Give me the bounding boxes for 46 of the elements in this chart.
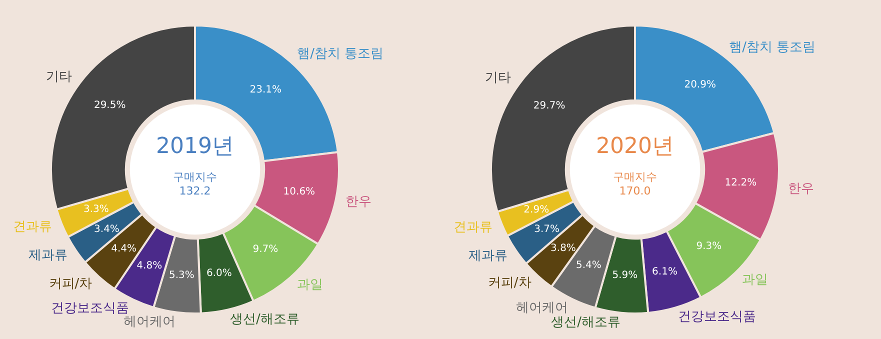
slice-label: 제과류 bbox=[28, 248, 68, 264]
data-label: 6.1% bbox=[652, 266, 678, 278]
text: 2020년 bbox=[596, 134, 674, 160]
data-label: 29.7% bbox=[533, 100, 566, 112]
slice-label: 생선/해조류 bbox=[230, 312, 300, 327]
data-label: 20.9% bbox=[684, 80, 716, 91]
slice-label: 커피/차 bbox=[48, 276, 92, 292]
data-label: 9.3% bbox=[696, 240, 722, 252]
data-label: 9.7% bbox=[252, 244, 278, 256]
slice-label: 건강보조식품 bbox=[678, 310, 756, 325]
slice-label: 햄/참치 통조림 bbox=[729, 40, 816, 55]
data-label: 3.3% bbox=[84, 204, 109, 216]
slice-label: 과일 bbox=[296, 277, 323, 292]
data-label: 23.1% bbox=[250, 84, 282, 96]
slice-label: 과일 bbox=[742, 272, 768, 288]
text: 132.2 bbox=[179, 184, 211, 198]
data-label: 4.8% bbox=[136, 260, 162, 272]
text: 2019년 bbox=[156, 134, 234, 160]
data-label: 3.8% bbox=[550, 242, 576, 254]
slice-label: 생선/해조류 bbox=[551, 315, 620, 330]
data-label: 12.2% bbox=[724, 178, 757, 189]
text: 구매지수 bbox=[613, 170, 657, 184]
slice-label: 건강보조식품 bbox=[51, 301, 130, 316]
data-label: 29.5% bbox=[94, 100, 126, 112]
slice-label: 기타 bbox=[485, 70, 512, 86]
data-label: 3.4% bbox=[94, 224, 120, 235]
slice-label: 견과류 bbox=[13, 220, 52, 235]
data-label: 3.7% bbox=[534, 224, 560, 235]
slice-label: 헤어케어 bbox=[124, 314, 176, 330]
data-label: 5.3% bbox=[168, 270, 194, 281]
data-label: 4.4% bbox=[111, 243, 137, 254]
text: 170.0 bbox=[619, 184, 651, 198]
slice-label: 헤어케어 bbox=[516, 300, 568, 316]
slice-label: 한우 bbox=[346, 194, 372, 210]
slice-label: 커피/차 bbox=[488, 276, 532, 291]
data-label: 2.9% bbox=[524, 204, 550, 216]
slice-label: 한우 bbox=[788, 181, 814, 196]
data-label: 5.4% bbox=[576, 260, 602, 272]
slice-label: 제과류 bbox=[468, 248, 508, 264]
slice-label: 기타 bbox=[46, 69, 72, 84]
data-label: 6.0% bbox=[206, 268, 232, 279]
text: 구매지수 bbox=[173, 170, 217, 184]
data-label: 10.6% bbox=[283, 186, 316, 198]
slice-label: 견과류 bbox=[453, 220, 492, 236]
slice-label: 햄/참치 통조림 bbox=[297, 46, 384, 62]
data-label: 5.9% bbox=[612, 270, 638, 282]
